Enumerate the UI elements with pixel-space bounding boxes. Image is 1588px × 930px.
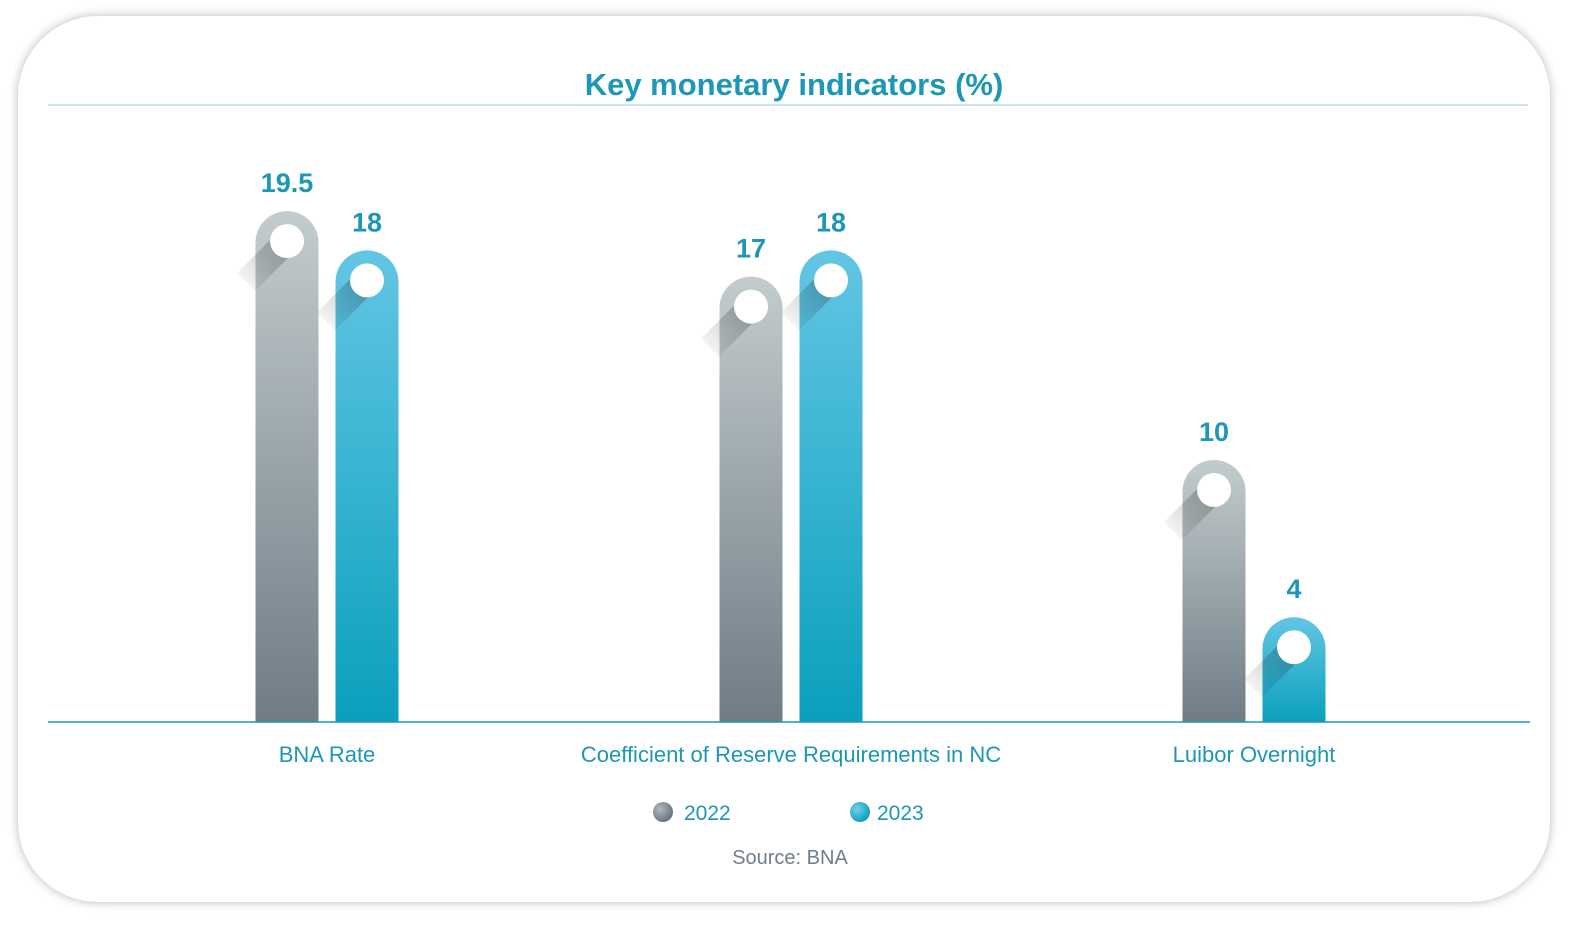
bar-group-reserve-requirements-2023: 18: [781, 207, 863, 722]
category-label-bna-rate: BNA Rate: [279, 742, 376, 767]
legend-label-2023: 2023: [877, 802, 924, 825]
legend: 2022 2023: [653, 802, 924, 825]
category-label-luibor-overnight: Luibor Overnight: [1173, 742, 1336, 767]
category-labels: BNA Rate Coefficient of Reserve Requireme…: [279, 742, 1336, 767]
knob-luibor-overnight-2022: [1197, 473, 1231, 507]
bar-bna-rate-2023: [335, 250, 399, 722]
value-label-reserve-requirements-2023: 18: [816, 207, 846, 237]
bar-luibor-overnight-2022: [1182, 460, 1246, 722]
bar-group-reserve-requirements-2022: 17: [701, 234, 783, 722]
value-label-luibor-overnight-2023: 4: [1286, 574, 1301, 604]
category-label-reserve-requirements: Coefficient of Reserve Requirements in N…: [581, 742, 1001, 767]
legend-swatch-2023: [850, 802, 870, 822]
bar-group-bna-rate-2022: 19.5: [237, 168, 319, 722]
bar-group-luibor-overnight-2022: 10: [1164, 417, 1246, 722]
source-note: Source: BNA: [732, 847, 848, 869]
knob-bna-rate-2022: [270, 224, 304, 259]
value-label-bna-rate-2023: 18: [352, 207, 382, 237]
knob-reserve-requirements-2023: [814, 263, 848, 298]
value-label-bna-rate-2022: 19.5: [261, 168, 314, 198]
bars-layer: 19.5 18 17 18 10 4: [237, 168, 1326, 722]
bar-bna-rate-2022: [255, 211, 319, 722]
value-label-reserve-requirements-2022: 17: [736, 234, 766, 264]
bar-group-luibor-overnight-2023: 4: [1244, 574, 1326, 722]
knob-reserve-requirements-2022: [734, 289, 768, 324]
knob-bna-rate-2023: [350, 263, 384, 298]
knob-luibor-overnight-2023: [1277, 630, 1311, 665]
bar-reserve-requirements-2023: [799, 250, 863, 722]
legend-swatch-2022: [653, 802, 673, 822]
chart-title: Key monetary indicators (%): [585, 67, 1004, 102]
value-label-luibor-overnight-2022: 10: [1199, 417, 1229, 447]
bar-reserve-requirements-2022: [719, 276, 783, 722]
bar-group-bna-rate-2023: 18: [317, 207, 399, 722]
legend-label-2022: 2022: [684, 802, 731, 825]
